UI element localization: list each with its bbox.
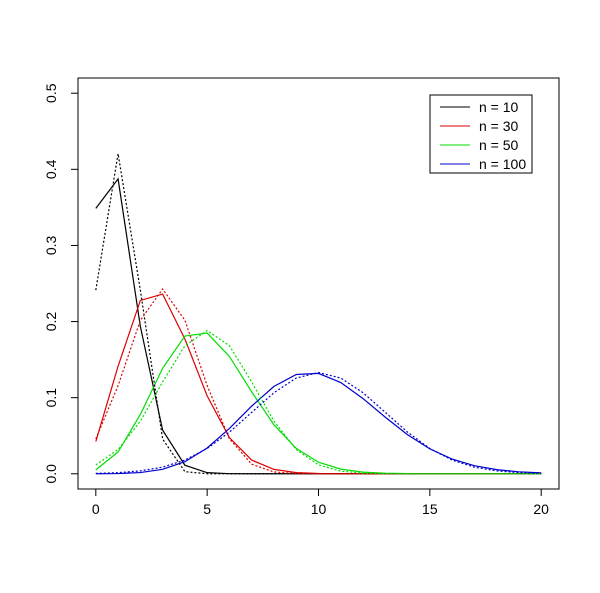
x-tick-label: 20 [533, 501, 549, 517]
legend-label: n = 30 [479, 118, 519, 134]
y-tick-label: 0.5 [43, 83, 59, 103]
x-tick-label: 15 [422, 501, 438, 517]
y-tick-label: 0.4 [43, 159, 59, 179]
legend-label: n = 100 [479, 156, 526, 172]
series-line [95, 329, 542, 475]
x-tick-label: 0 [92, 501, 100, 517]
x-tick-label: 10 [311, 501, 327, 517]
series-line [95, 177, 542, 475]
series-line [95, 153, 542, 475]
x-tick-label: 5 [203, 501, 211, 517]
y-tick-label: 0.1 [43, 388, 59, 408]
series-line [95, 371, 542, 474]
y-tick-label: 0.2 [43, 312, 59, 332]
series-line [95, 332, 542, 475]
legend-label: n = 10 [479, 99, 519, 115]
legend-box [429, 94, 533, 174]
series-line [95, 372, 542, 475]
y-tick-label: 0.0 [43, 464, 59, 484]
series-line [95, 293, 542, 475]
y-tick-label: 0.3 [43, 236, 59, 256]
legend-label: n = 50 [479, 137, 519, 153]
